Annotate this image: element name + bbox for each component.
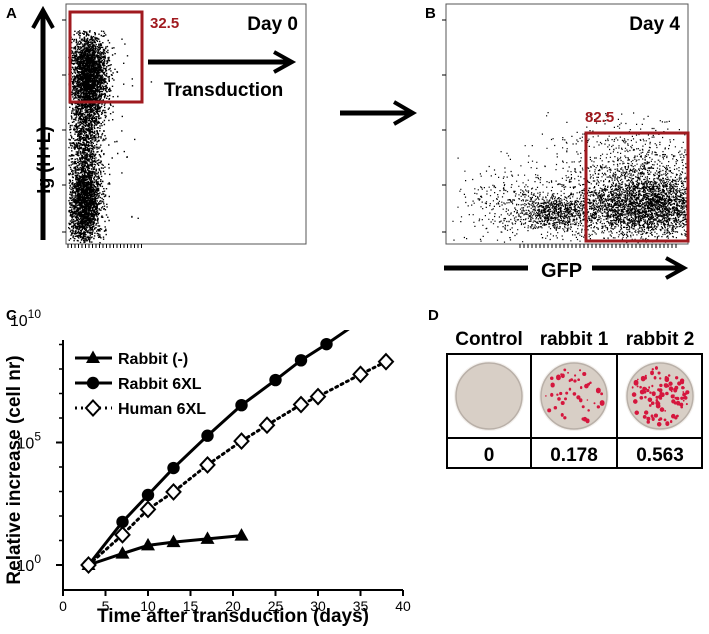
panel-b-xlabel: GFP [541, 260, 582, 282]
circle-point [167, 461, 180, 475]
panel-b-plot-frame [445, 3, 689, 245]
chart-ylabel: Relative increase (cell nr) [4, 355, 25, 584]
well-image [625, 361, 695, 431]
well-table-frame [446, 353, 703, 469]
triangle-point [141, 537, 155, 551]
panel-a-gate [68, 10, 144, 104]
triangle-point [115, 546, 130, 559]
panel-b-scatter [452, 112, 688, 244]
well-header-rabbit-1: rabbit 1 [540, 329, 609, 350]
series-line [87, 534, 243, 567]
panel-d-letter: D [428, 307, 439, 324]
circle-point [269, 373, 282, 387]
panel-b-gate-value: 82.5 [585, 109, 614, 126]
circle-point [294, 354, 308, 367]
panel-a-ylabel: Ig (H+L) [34, 126, 54, 194]
diamond-point [377, 352, 395, 371]
diamond-point [309, 387, 327, 406]
diamond-point [165, 482, 182, 501]
legend-label: Rabbit 6XL [118, 376, 202, 393]
well-colonies [631, 366, 690, 427]
triangle-point [234, 528, 249, 541]
panel-b-gate [584, 131, 690, 243]
wells [454, 361, 695, 431]
panel-a-plot-frame [65, 3, 307, 245]
chart-x-tick-label: 15 [183, 598, 199, 614]
panel-b-title: Day 4 [629, 14, 680, 35]
legend-marker [86, 376, 100, 390]
legend-marker [86, 350, 100, 363]
circle-point [380, 297, 392, 309]
chart-x-tick-label: 40 [395, 598, 411, 614]
chart-xlabel: Time after transduction (days) [97, 606, 369, 627]
diamond-point [233, 432, 250, 451]
circle-point [320, 337, 333, 351]
chart-legend: Rabbit (-) Rabbit 6XL Human 6XL [75, 350, 206, 418]
legend-label: Rabbit (-) [118, 351, 188, 368]
transduction-label: Transduction [164, 80, 283, 101]
panel-c: C Relative increase (cell nr) Time after… [4, 297, 411, 627]
chart-x-tick-label: 35 [353, 598, 369, 614]
well-value-rabbit-1: 0.178 [550, 445, 598, 466]
panel-b-events [452, 112, 688, 244]
chart-x-tick-label: 25 [268, 598, 284, 614]
panel-b-ticks [442, 19, 677, 248]
diamond-point [352, 365, 369, 384]
well-image [454, 361, 524, 431]
legend-marker [84, 399, 102, 417]
triangle-point [200, 531, 215, 544]
chart-y-tick-label: 105 [17, 430, 42, 453]
chart-x-tick-label: 5 [102, 598, 110, 614]
well-header-rabbit-2: rabbit 2 [626, 329, 695, 350]
diamond-point [258, 416, 276, 435]
circle-point [201, 429, 214, 442]
panel-d: D Control rabbit 1 rabbit 2 0 0.178 0.56… [428, 307, 703, 469]
right-arrow-icon [148, 50, 297, 74]
chart-x-tick-label: 20 [225, 598, 241, 614]
diamond-point [199, 455, 216, 474]
chart-y-axis-title: Relative increase (cell nr) [4, 355, 25, 584]
chart-x-tick-label: 10 [140, 598, 156, 614]
panel-a-events [68, 30, 153, 244]
circle-point [235, 398, 248, 412]
panel-a-letter: A [6, 5, 17, 22]
panel-b: B 82.5 Day 4 GFP [425, 3, 690, 282]
panel-c-letter: C [6, 307, 17, 324]
panel-a-title: Day 0 [247, 14, 298, 35]
well-value-control: 0 [484, 445, 495, 466]
legend-label: Human 6XL [118, 401, 206, 418]
circle-point [141, 488, 155, 502]
diamond-point [292, 395, 310, 414]
panel-a-scatter [68, 30, 153, 244]
chart-x-tick-label: 0 [59, 598, 67, 614]
circle-point [116, 515, 129, 529]
chart-y-tick-label: 100 [17, 552, 42, 575]
diamond-point [114, 525, 131, 544]
chart-y-tick-label: 1010 [10, 307, 41, 330]
panel-b-letter: B [425, 5, 436, 22]
diamond-point [139, 500, 157, 519]
panel-a-ticks [62, 19, 142, 248]
panel-a-gate-value: 32.5 [150, 15, 179, 32]
panel-a: A Ig (H+L) 32.5 Day 0 Transduction [6, 3, 307, 248]
chart-x-tick-label: 30 [310, 598, 326, 614]
circle-point [354, 315, 366, 327]
well-colonies [545, 368, 605, 424]
right-arrow-icon [592, 256, 689, 280]
diamond-point [80, 556, 97, 574]
well-table: Control rabbit 1 rabbit 2 0 0.178 0.563 [446, 329, 703, 469]
triangle-point [166, 534, 181, 548]
well-value-rabbit-2: 0.563 [636, 445, 684, 466]
well-header-control: Control [455, 329, 523, 350]
right-arrow-icon [340, 100, 417, 126]
well-surface [455, 362, 523, 430]
well-image [539, 361, 609, 431]
series-human-6xl [80, 352, 395, 574]
up-arrow-icon [31, 5, 55, 240]
